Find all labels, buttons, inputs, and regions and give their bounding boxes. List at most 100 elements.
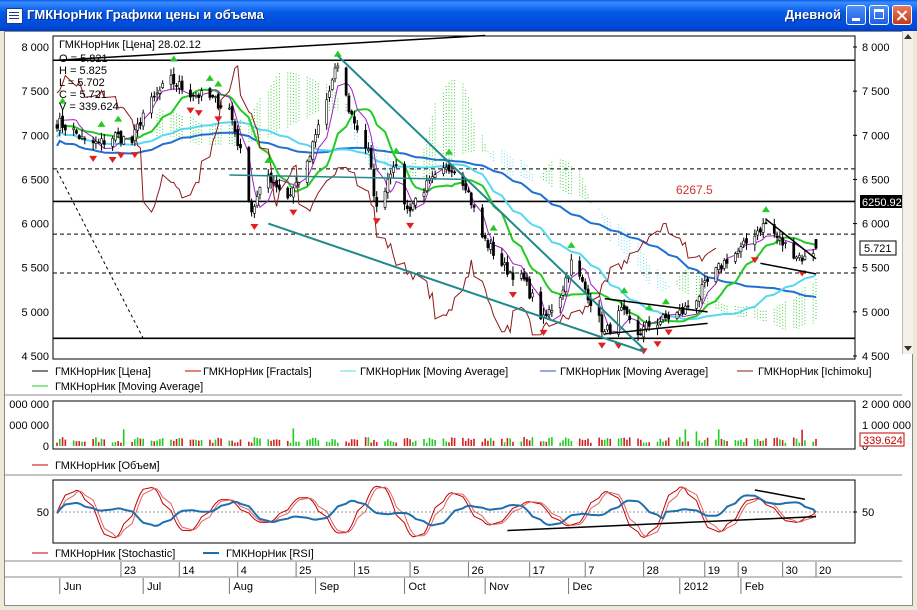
candle-body <box>247 147 251 202</box>
price-tick-label-left: 7 500 <box>21 86 49 98</box>
candle-body <box>197 94 201 99</box>
volume-bar <box>337 442 339 446</box>
volume-bar <box>623 437 625 446</box>
legend-item[interactable]: ГМКНорНик [Moving Average] <box>360 366 508 378</box>
candle-body <box>91 140 95 144</box>
volume-bar <box>84 441 86 446</box>
candle-body <box>600 314 604 333</box>
candle-body <box>695 300 698 309</box>
volume-bar <box>754 439 756 446</box>
volume-bar <box>781 440 784 446</box>
volume-bar <box>481 441 484 446</box>
candle-body <box>667 314 671 320</box>
month-tick-label: Nov <box>489 581 509 593</box>
osc-legend: ГМКНорНик [Stochastic] ГМКНорНик [RSI] <box>32 548 314 560</box>
close-button[interactable] <box>892 5 912 25</box>
price-tick-label-right: 6 000 <box>862 219 890 231</box>
candle-body <box>214 96 217 98</box>
volume-bar <box>645 442 648 446</box>
date-tick-label: 17 <box>533 565 545 577</box>
chart-app-icon[interactable] <box>6 8 23 24</box>
volume-bar <box>531 437 534 446</box>
candle-body <box>336 65 340 69</box>
legend-item[interactable]: ГМКНорНик [Moving Average] <box>55 381 203 393</box>
channel-line-high <box>604 297 708 313</box>
ohlc-info-box: ГМКНорНик [Цена] 28.02.12 O = 5.821 H = … <box>59 39 201 113</box>
legend-item[interactable]: ГМКНорНик [Ichimoku] <box>758 366 872 378</box>
volume-bar <box>267 439 270 446</box>
candle-body <box>130 136 134 144</box>
legend-item[interactable]: ГМКНорНик [Объем] <box>55 460 160 472</box>
volume-bar <box>698 440 701 446</box>
candle-body <box>720 265 723 270</box>
volume-tag <box>859 432 905 447</box>
level-annotation: 6267.5 <box>676 183 713 197</box>
candle-body <box>61 115 64 128</box>
legend-item[interactable]: ГМКНорНик [RSI] <box>226 548 314 560</box>
volume-bar <box>161 438 164 446</box>
volume-bar <box>289 442 292 446</box>
price-tick-label-left: 7 000 <box>21 130 49 142</box>
candle-body <box>72 127 76 130</box>
volume-bar <box>523 437 525 446</box>
candle-body <box>686 305 690 308</box>
scroll-down-arrow-icon[interactable] <box>904 346 912 351</box>
candle-body <box>158 89 162 94</box>
legend-item[interactable]: ГМКНорНик [Цена] <box>55 366 151 378</box>
fractal-down-marker <box>653 341 662 348</box>
candle-body <box>266 174 270 189</box>
fractal-up-marker <box>661 298 670 305</box>
candle-body <box>325 99 329 125</box>
current-price-tag <box>859 240 897 256</box>
minimize-button[interactable] <box>846 5 866 25</box>
price-tick-label-left: 6 500 <box>21 174 49 186</box>
volume-bar <box>392 441 395 446</box>
candle-body <box>622 305 626 310</box>
volume-bar <box>737 440 739 446</box>
candle-body <box>230 106 234 121</box>
volume-bar <box>659 438 662 446</box>
legend-item[interactable]: ГМКНорНик [Fractals] <box>203 366 312 378</box>
window-title: ГМКНорНик Графики цены и объема <box>27 7 264 22</box>
volume-bar <box>409 439 411 446</box>
volume-bar <box>520 441 523 446</box>
candle-body <box>603 331 607 335</box>
volume-bar <box>648 442 650 446</box>
fractal-down-marker <box>250 224 259 231</box>
stochastic-line <box>56 485 817 539</box>
info-low: L = 5.702 <box>59 77 105 89</box>
candle-body <box>581 276 584 282</box>
date-tick-label: 25 <box>299 565 311 577</box>
candle-body <box>734 253 737 262</box>
volume-bar <box>58 438 61 446</box>
legend-item[interactable]: ГМКНорНик [Moving Average] <box>560 366 708 378</box>
price-tick-label-left: 5 000 <box>21 307 49 319</box>
legend-item[interactable]: ГМКНорНик [Stochastic] <box>55 548 175 560</box>
volume-legend: ГМКНорНик [Объем] <box>32 460 160 472</box>
maximize-button[interactable] <box>869 5 889 25</box>
fractal-down-marker <box>664 329 673 336</box>
volume-bar <box>384 441 386 446</box>
volume-bar <box>606 437 609 446</box>
date-tick-label: 9 <box>741 565 747 577</box>
candle-body <box>175 85 178 87</box>
candle-body <box>253 206 256 214</box>
price-scrollbar[interactable] <box>902 31 913 354</box>
volume-bar <box>100 438 103 446</box>
scroll-up-arrow-icon[interactable] <box>904 34 912 39</box>
period-label[interactable]: Дневной <box>784 7 841 22</box>
volume-bar <box>756 438 759 446</box>
candle-body <box>539 291 543 320</box>
candle-body <box>489 243 493 250</box>
candle-body <box>139 122 142 126</box>
candle-body <box>364 130 367 149</box>
trend-line-upper <box>337 55 645 350</box>
volume-bar <box>172 440 175 446</box>
candle-body <box>444 167 448 170</box>
volume-bar <box>248 441 250 446</box>
candle-body <box>544 313 548 316</box>
candle-body <box>558 297 562 309</box>
title-bar[interactable]: ГМКНорНик Графики цены и объема Дневной <box>0 0 917 31</box>
candle-body <box>75 130 78 134</box>
